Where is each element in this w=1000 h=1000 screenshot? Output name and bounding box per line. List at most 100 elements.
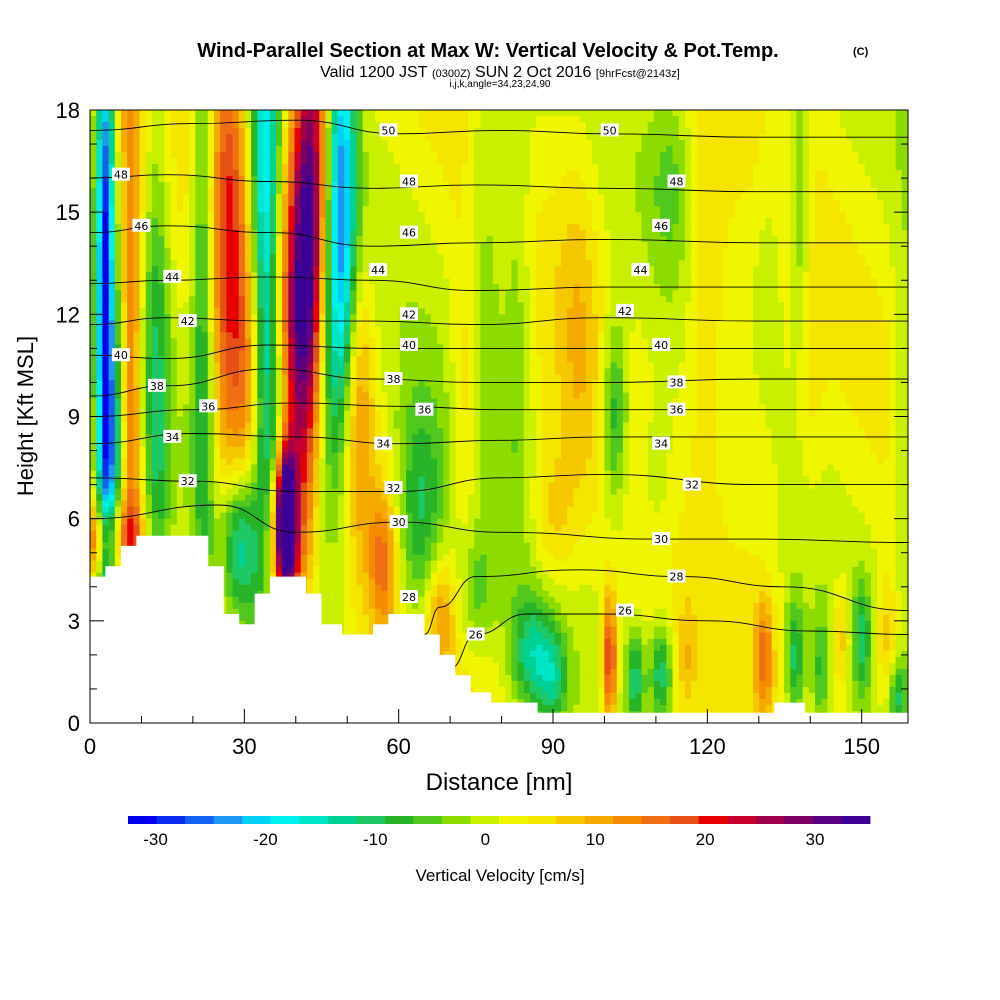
w-cell [443,296,451,303]
w-cell [201,248,209,255]
w-cell [449,176,457,183]
w-cell [808,320,816,327]
w-cell [585,296,593,303]
w-cell [164,206,172,213]
w-cell [393,230,401,237]
w-cell [870,242,878,249]
w-cell [827,212,835,219]
w-cell [579,290,587,297]
w-cell [474,236,482,243]
w-cell [368,236,376,243]
w-cell [542,284,550,291]
w-cell [523,236,531,243]
w-cell [784,182,791,189]
w-cell [579,296,587,303]
w-cell [691,332,698,339]
w-cell [430,266,438,273]
w-cell [418,314,426,321]
w-cell [759,116,767,123]
w-cell [796,140,804,147]
w-cell [858,224,866,231]
w-cell [176,140,184,147]
w-cell [337,290,345,297]
w-cell [207,194,215,201]
w-cell [629,134,636,141]
w-cell [796,284,804,291]
w-cell [269,158,277,165]
w-cell [771,146,779,153]
w-cell [802,170,810,177]
w-cell [573,116,581,123]
w-cell [641,302,649,309]
w-cell [455,284,463,291]
w-cell [647,302,655,309]
w-cell [579,272,587,279]
w-cell [734,212,742,219]
w-cell [883,230,891,237]
w-cell [325,110,333,117]
w-cell [195,128,203,135]
w-cell [852,272,860,279]
w-cell [474,176,482,183]
w-cell [560,326,568,333]
w-cell [777,206,785,213]
w-cell [96,278,103,285]
w-cell [567,320,574,327]
w-cell [529,290,537,297]
w-cell [542,242,550,249]
w-cell [784,218,791,225]
w-cell [734,254,742,261]
w-cell [251,140,258,147]
w-cell [207,254,215,261]
w-cell [455,314,463,321]
w-cell [821,284,829,291]
w-cell [257,332,265,339]
w-cell [387,284,395,291]
w-cell [418,284,426,291]
w-cell [437,296,444,303]
w-cell [201,110,209,117]
w-cell [499,296,506,303]
w-cell [244,182,252,189]
w-cell [275,170,283,177]
w-cell [257,320,265,327]
w-cell [492,170,500,177]
w-cell [585,242,593,249]
w-cell [474,272,482,279]
w-cell [573,308,581,315]
w-cell [808,176,816,183]
w-cell [213,308,221,315]
w-cell [585,218,593,225]
w-cell [213,206,221,213]
w-cell [901,326,908,333]
w-cell [790,248,798,255]
w-cell [412,134,420,141]
w-cell [672,230,680,237]
w-cell [455,326,463,333]
w-cell [715,134,723,141]
w-cell [660,200,667,207]
w-cell [350,218,358,225]
w-cell [275,236,283,243]
w-cell [158,164,165,171]
w-cell [678,158,686,165]
w-cell [895,212,903,219]
w-cell [560,176,568,183]
w-cell [579,176,587,183]
w-cell [653,170,661,177]
w-cell [684,134,692,141]
w-cell [548,284,556,291]
w-cell [182,134,190,141]
w-cell [356,224,364,231]
w-cell [492,164,500,171]
w-cell [356,248,364,255]
w-cell [511,146,519,153]
w-cell [839,128,847,135]
w-cell [120,302,128,309]
w-cell [560,140,568,147]
w-cell [393,116,401,123]
w-cell [746,152,754,159]
w-cell [759,230,767,237]
w-cell [560,182,568,189]
w-cell [784,206,791,213]
